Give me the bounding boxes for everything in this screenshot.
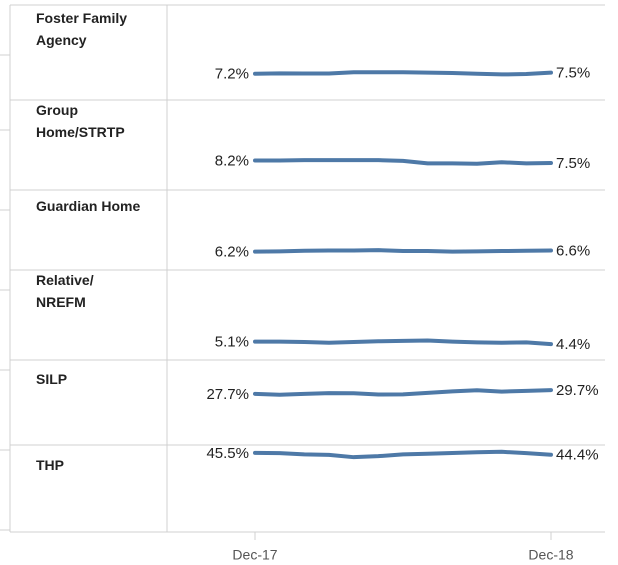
row-label: Foster Family Agency: [36, 9, 128, 48]
value-label: 45.5%: [206, 445, 249, 462]
series-line: [253, 248, 553, 254]
value-label: 6.6%: [556, 242, 590, 259]
series-line: [253, 338, 553, 347]
value-label: 7.5%: [556, 65, 590, 82]
row-label: Guardian Home: [36, 198, 141, 214]
row-label: SILP: [36, 370, 68, 387]
row-label: Relative/ NREFM: [36, 272, 94, 310]
value-label: 6.2%: [215, 244, 249, 261]
value-label: 29.7%: [556, 382, 599, 399]
row-label: Group Home/STRTP: [36, 102, 125, 140]
series-line: [253, 449, 553, 460]
series-line: [253, 158, 553, 166]
x-tick-label: Dec-17: [232, 547, 277, 563]
value-label: 7.5%: [556, 155, 590, 172]
x-tick-label: Dec-18: [528, 547, 573, 563]
row-label: THP: [36, 456, 64, 473]
series-line: [253, 388, 553, 397]
value-label: 5.1%: [215, 334, 249, 351]
value-label: 7.2%: [215, 66, 249, 83]
value-label: 4.4%: [556, 336, 590, 353]
value-label: 27.7%: [206, 386, 249, 403]
series-line: [253, 70, 553, 77]
value-label: 8.2%: [215, 152, 249, 169]
value-label: 44.4%: [556, 447, 599, 464]
